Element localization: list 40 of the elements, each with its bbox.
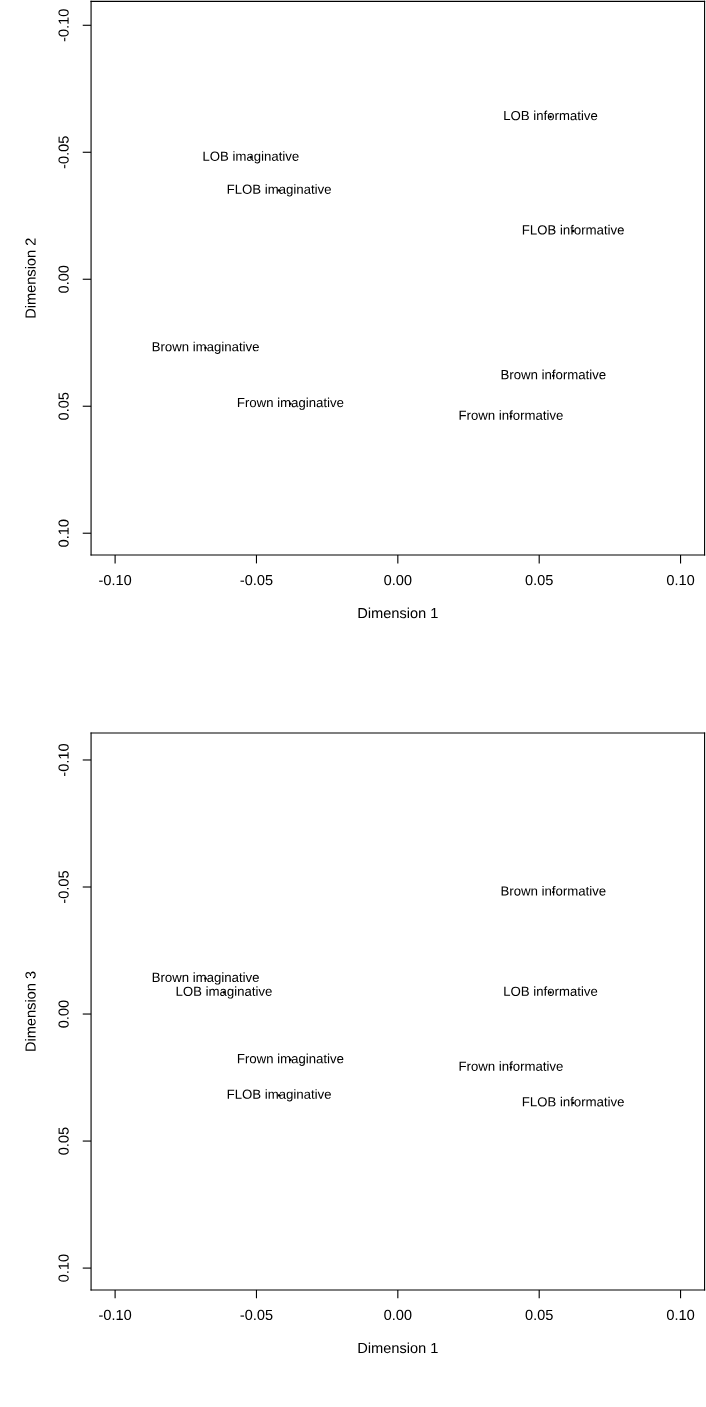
y-tick-label: 0.00 (58, 265, 69, 293)
series-label: FLOB imaginative (227, 1089, 331, 1102)
y-tick-label: -0.05 (58, 870, 69, 903)
x-tick-label: 0.10 (666, 1309, 695, 1321)
y-tick-label: 0.00 (58, 1000, 69, 1028)
series-label: FLOB informative (522, 1096, 624, 1107)
y-tick-label: -0.10 (58, 9, 69, 42)
x-tick-label: 0.00 (384, 1309, 412, 1321)
series-label: LOB imaginative (203, 151, 299, 164)
x-tick-label: -0.05 (240, 1309, 273, 1321)
x-tick-label: -0.05 (240, 574, 273, 586)
y-tick-label: 0.10 (58, 519, 69, 547)
series-label: Frown imaginative (237, 1053, 344, 1066)
series-label: LOB informative (504, 110, 598, 121)
x-tick-label: -0.10 (99, 1309, 132, 1321)
y-axis-title: Dimension 3 (25, 971, 36, 1051)
y-tick-label: -0.05 (58, 136, 69, 169)
x-tick-label: 0.05 (525, 574, 553, 586)
series-label: Frown imaginative (237, 397, 344, 410)
series-label: Brown informative (501, 885, 606, 896)
x-axis-title: Dimension 1 (358, 607, 438, 619)
y-tick-label: 0.05 (58, 1127, 69, 1155)
x-tick-label: 0.00 (384, 574, 412, 586)
y-tick-label: 0.10 (58, 1254, 69, 1282)
series-label: LOB imaginative (176, 986, 272, 999)
series-label: Frown informative (459, 410, 563, 420)
x-axis-title: Dimension 1 (358, 1342, 438, 1354)
x-tick-label: -0.10 (99, 574, 132, 586)
series-label: FLOB informative (522, 224, 624, 235)
x-tick-label: 0.05 (525, 1309, 553, 1321)
y-tick-label: -0.10 (58, 743, 69, 776)
series-label: Brown imaginative (152, 972, 259, 985)
series-label: Frown informative (459, 1061, 563, 1071)
x-tick-label: 0.10 (666, 574, 695, 586)
series-label: Brown informative (501, 369, 606, 380)
series-label: FLOB imaginative (227, 184, 331, 197)
series-label: LOB informative (504, 986, 598, 996)
y-axis-title: Dimension 2 (25, 238, 36, 318)
series-label: Brown imaginative (152, 341, 259, 354)
y-tick-label: 0.05 (58, 392, 69, 420)
